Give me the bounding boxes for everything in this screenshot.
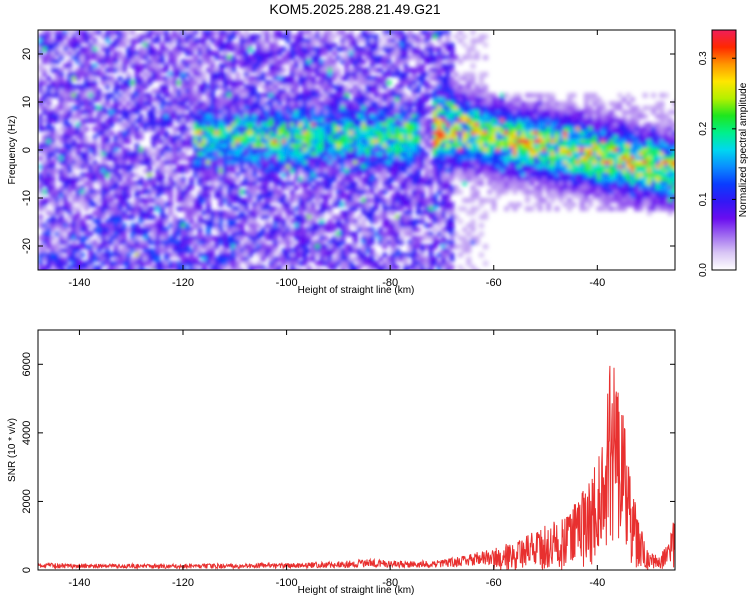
snr-plot-area bbox=[38, 330, 675, 570]
colorbar-gradient bbox=[711, 29, 737, 271]
spectrogram-x-label: Height of straight line (km) bbox=[298, 285, 415, 296]
x-tick-label: -40 bbox=[589, 277, 605, 289]
y-tick-label: 0 bbox=[21, 567, 33, 573]
snr-x-label: Height of straight line (km) bbox=[298, 585, 415, 596]
spectrogram-cells bbox=[38, 30, 675, 270]
x-tick-label: -120 bbox=[172, 577, 194, 589]
x-tick-label: -140 bbox=[68, 277, 90, 289]
x-tick-label: -40 bbox=[589, 577, 605, 589]
snr-series-line bbox=[38, 365, 675, 570]
colorbar: 0.0 0.1 0.2 0.3 Normalized spectral amplitu… bbox=[698, 29, 749, 277]
y-tick-label: 6000 bbox=[21, 352, 33, 376]
snr-chart: -140 -120 -100 -80 -60 -40 0 2000 4000 6000 Heig… bbox=[7, 329, 676, 596]
y-tick-label: 20 bbox=[21, 48, 33, 60]
y-tick-label: 10 bbox=[21, 96, 33, 108]
x-tick-label: -100 bbox=[276, 277, 298, 289]
y-tick-label: 0 bbox=[21, 147, 33, 153]
colorbar-tick-label: 0.2 bbox=[698, 121, 709, 135]
colorbar-tick-label: 0.1 bbox=[698, 192, 709, 206]
y-tick-label: -10 bbox=[21, 190, 33, 206]
x-tick-label: -80 bbox=[382, 577, 398, 589]
colorbar-tick-label: 0.0 bbox=[698, 263, 709, 277]
x-tick-label: -120 bbox=[172, 277, 194, 289]
x-tick-label: -60 bbox=[486, 577, 502, 589]
y-tick-label: -20 bbox=[21, 238, 33, 254]
snr-frame bbox=[37, 329, 676, 571]
spectrogram-y-label: Frequency (Hz) bbox=[7, 116, 18, 185]
y-tick-label: 2000 bbox=[21, 489, 33, 513]
x-tick-label: -80 bbox=[382, 277, 398, 289]
colorbar-label: Normalized spectral amplitude bbox=[738, 82, 749, 217]
x-tick-label: -140 bbox=[68, 577, 90, 589]
figure-title: KOM5.2025.288.21.49.G21 bbox=[269, 1, 440, 17]
colorbar-tick-label: 0.3 bbox=[698, 51, 709, 65]
y-tick-label: 4000 bbox=[21, 421, 33, 445]
x-tick-label: -60 bbox=[486, 277, 502, 289]
snr-y-label: SNR (10 * v/v) bbox=[7, 418, 18, 482]
x-tick-label: -100 bbox=[276, 577, 298, 589]
